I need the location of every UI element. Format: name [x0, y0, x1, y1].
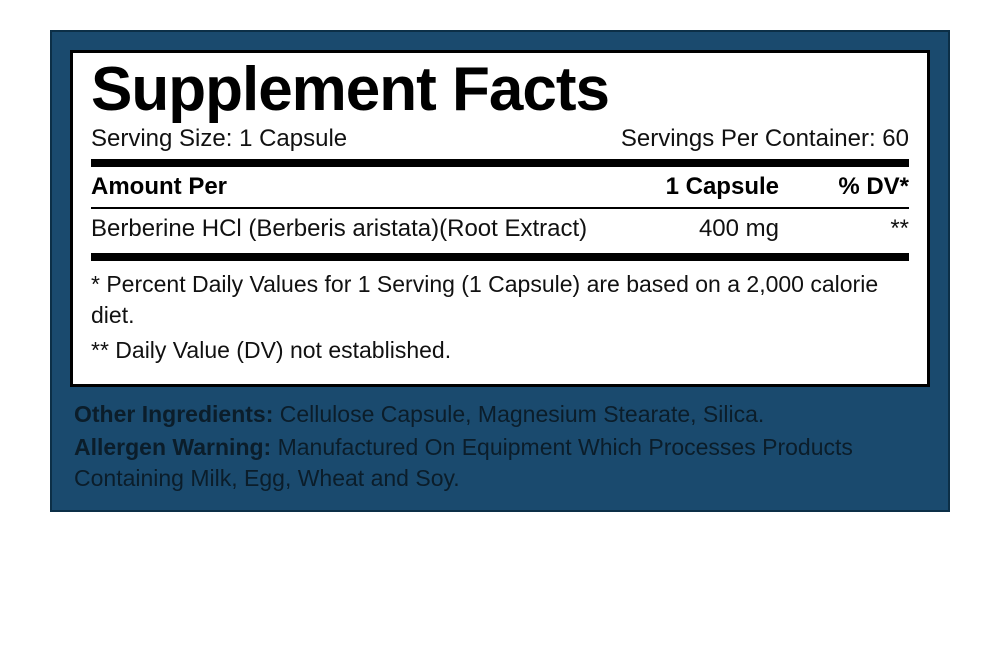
footnote-not-established: ** Daily Value (DV) not established. [91, 335, 909, 366]
other-ingredients-label: Other Ingredients: [74, 401, 280, 427]
ingredient-name: Berberine HCl (Berberis aristata)(Root E… [91, 215, 619, 243]
header-dv: % DV* [799, 173, 909, 201]
rule-thick-top [91, 159, 909, 167]
label-outer: Supplement Facts Serving Size: 1 Capsule… [50, 30, 950, 512]
serving-size: Serving Size: 1 Capsule [91, 125, 347, 153]
header-unit: 1 Capsule [619, 173, 799, 201]
servings-per-container: Servings Per Container: 60 [621, 125, 909, 153]
ingredient-row: Berberine HCl (Berberis aristata)(Root E… [91, 209, 909, 253]
header-amount-per: Amount Per [91, 173, 619, 201]
footnote-dv: * Percent Daily Values for 1 Serving (1 … [91, 269, 909, 331]
supplement-facts-panel: Supplement Facts Serving Size: 1 Capsule… [70, 50, 930, 387]
other-ingredients-text: Cellulose Capsule, Magnesium Stearate, S… [280, 401, 765, 427]
allergen-label: Allergen Warning: [74, 434, 278, 460]
footnotes: * Percent Daily Values for 1 Serving (1 … [91, 261, 909, 374]
other-ingredients-line: Other Ingredients: Cellulose Capsule, Ma… [74, 399, 926, 430]
below-panel: Other Ingredients: Cellulose Capsule, Ma… [70, 387, 930, 494]
column-headers: Amount Per 1 Capsule % DV* [91, 167, 909, 207]
allergen-line: Allergen Warning: Manufactured On Equipm… [74, 432, 926, 494]
rule-thick-bottom [91, 253, 909, 261]
ingredient-dv: ** [799, 215, 909, 243]
serving-row: Serving Size: 1 Capsule Servings Per Con… [91, 123, 909, 159]
panel-title: Supplement Facts [91, 59, 909, 121]
ingredient-amount: 400 mg [619, 215, 799, 243]
